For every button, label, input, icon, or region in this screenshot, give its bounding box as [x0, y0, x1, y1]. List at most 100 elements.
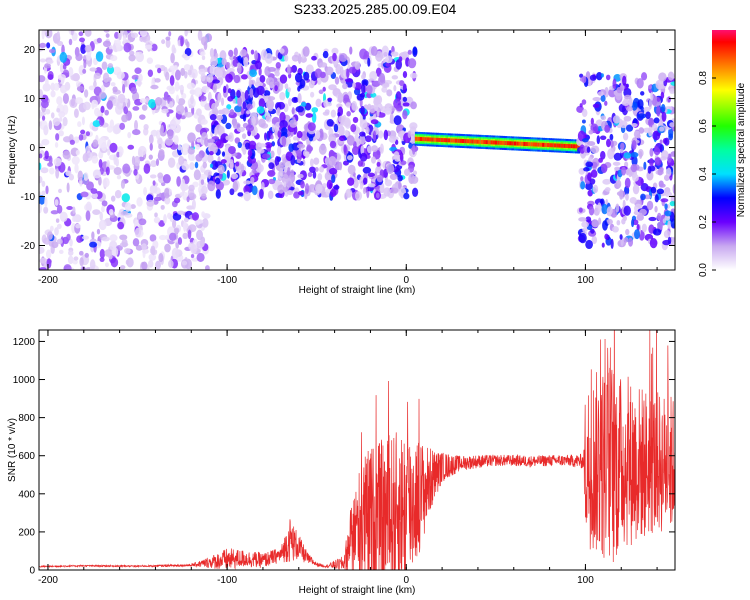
spectral-blob	[289, 119, 298, 128]
spectral-blob	[191, 212, 200, 221]
spectral-blob	[346, 68, 350, 79]
spectral-blob	[39, 153, 43, 159]
spectral-blob	[243, 56, 249, 68]
spectral-blob	[360, 105, 365, 115]
signal-cell	[431, 137, 435, 142]
x-tick-label: 100	[577, 275, 594, 286]
spectral-blob	[195, 219, 204, 224]
spectral-blob	[85, 210, 91, 222]
spectral-blob	[592, 184, 599, 194]
spectral-blob	[582, 138, 589, 143]
spectral-blob	[191, 199, 196, 210]
spectral-blob	[69, 139, 75, 145]
spectral-blob	[363, 50, 370, 58]
spectral-blob	[139, 114, 146, 120]
spectral-blob	[106, 125, 113, 133]
spectral-blob	[308, 134, 314, 142]
spectral-blob	[648, 98, 653, 110]
signal-cell	[466, 139, 470, 144]
spectral-blob	[359, 152, 368, 162]
spectral-blob	[56, 223, 62, 230]
spectral-blob	[167, 157, 176, 168]
spectral-blob	[76, 86, 85, 92]
spectral-blob	[164, 243, 171, 253]
spectral-blob	[606, 206, 613, 216]
spectral-blob	[210, 56, 218, 67]
spectral-blob	[265, 77, 275, 86]
spectral-blob	[667, 220, 672, 230]
spectral-blob	[121, 238, 128, 248]
signal-cell	[509, 141, 513, 146]
spectral-blob	[201, 55, 206, 61]
spectral-blob	[296, 143, 306, 149]
spectral-blob	[249, 79, 256, 85]
spectral-blob	[256, 85, 265, 96]
spectral-blob	[622, 132, 629, 141]
spectral-blob	[78, 250, 84, 256]
spectral-blob	[353, 178, 359, 189]
spectral-blob	[259, 188, 264, 200]
spectral-blob	[637, 99, 644, 110]
spectral-blob	[195, 153, 203, 162]
spectral-blob	[338, 125, 345, 137]
spectral-blob	[333, 184, 340, 190]
spectral-blob	[180, 67, 186, 77]
spectral-blob	[44, 30, 53, 39]
spectral-blob	[108, 208, 114, 216]
spectral-blob	[50, 112, 55, 119]
spectral-blob	[585, 239, 593, 250]
signal-cell	[532, 142, 536, 147]
spectral-blob	[105, 33, 110, 38]
spectral-blob	[369, 70, 378, 81]
spectral-blob	[59, 249, 64, 255]
spectral-blob	[186, 41, 190, 49]
spectral-blob	[66, 233, 71, 241]
spectral-blob	[207, 153, 214, 163]
y-tick-label: 0	[29, 566, 35, 577]
spectral-blob	[58, 111, 66, 118]
spectral-blob	[99, 248, 106, 259]
spectral-blob	[130, 32, 139, 38]
spectral-blob	[39, 203, 43, 214]
spectral-blob	[77, 170, 84, 181]
spectral-blob	[251, 185, 258, 196]
signal-cell	[483, 140, 487, 145]
spectral-blob	[112, 86, 118, 93]
spectral-blob	[240, 74, 248, 80]
spectral-blob	[346, 135, 355, 146]
spectral-blob	[590, 145, 600, 154]
spectral-blob	[217, 92, 222, 103]
spectral-blob	[74, 163, 79, 174]
spectral-blob	[395, 105, 403, 112]
spectral-blob	[53, 157, 62, 167]
spectral-blob	[367, 172, 375, 177]
spectral-blob	[75, 149, 80, 156]
spectral-blob	[172, 219, 177, 229]
spectral-blob	[233, 47, 238, 57]
spectral-blob	[138, 218, 147, 226]
signal-cell	[504, 141, 508, 146]
spectral-blob	[372, 130, 377, 142]
spectral-blob	[56, 40, 64, 46]
spectral-blob	[613, 152, 622, 161]
spectral-blob	[619, 234, 623, 240]
signal-cell	[485, 140, 489, 145]
signal-cell	[556, 143, 560, 148]
spectral-blob	[376, 175, 384, 183]
spectral-blob	[270, 150, 275, 158]
spectral-blob	[134, 227, 142, 238]
spectral-blob	[43, 125, 49, 136]
spectral-blob	[641, 223, 647, 233]
spectral-blob	[663, 230, 671, 239]
spectral-blob	[129, 50, 135, 56]
spectral-blob	[94, 265, 99, 270]
spectral-blob	[135, 51, 140, 58]
spectral-blob	[169, 65, 178, 71]
spectral-blob	[359, 182, 364, 190]
spectral-blob	[89, 259, 96, 270]
spectral-blob	[383, 129, 389, 141]
spectral-blob	[190, 94, 194, 105]
spectral-blob	[616, 86, 623, 94]
spectral-blob	[132, 129, 141, 136]
